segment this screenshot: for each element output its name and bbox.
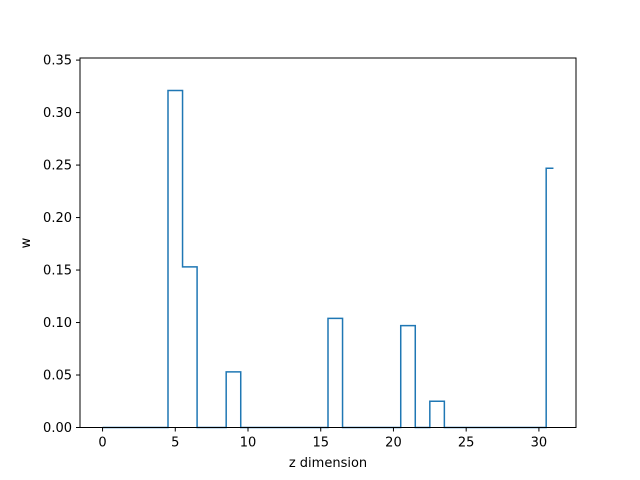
y-tick-label: 0.10	[43, 316, 72, 331]
x-tick-label: 25	[458, 436, 475, 451]
y-tick-label: 0.25	[43, 159, 72, 174]
x-tick-label: 20	[385, 436, 402, 451]
x-tick-label: 15	[312, 436, 329, 451]
y-axis-label: w	[19, 237, 34, 248]
x-tick-label: 5	[171, 436, 179, 451]
x-tick-label: 30	[531, 436, 548, 451]
y-tick-label: 0.30	[43, 106, 72, 121]
y-tick-label: 0.15	[43, 264, 72, 279]
series-line-0	[102, 89, 554, 429]
axes-frame	[79, 57, 577, 428]
y-tick-label: 0.20	[43, 211, 72, 226]
y-axis-ticks: 0.00 0.05 0.10 0.15 0.20 0.25 0.30 0.35	[43, 54, 80, 436]
x-axis-ticks: 0 5 10 15 20 25 30	[98, 427, 548, 451]
y-tick-label: 0.00	[43, 421, 72, 436]
y-tick-label: 0.35	[43, 54, 72, 69]
x-tick-label: 0	[98, 436, 106, 451]
x-axis-label: z dimension	[289, 456, 367, 471]
x-tick-label: 10	[240, 436, 257, 451]
y-tick-label: 0.05	[43, 369, 72, 384]
series-group	[102, 89, 554, 429]
